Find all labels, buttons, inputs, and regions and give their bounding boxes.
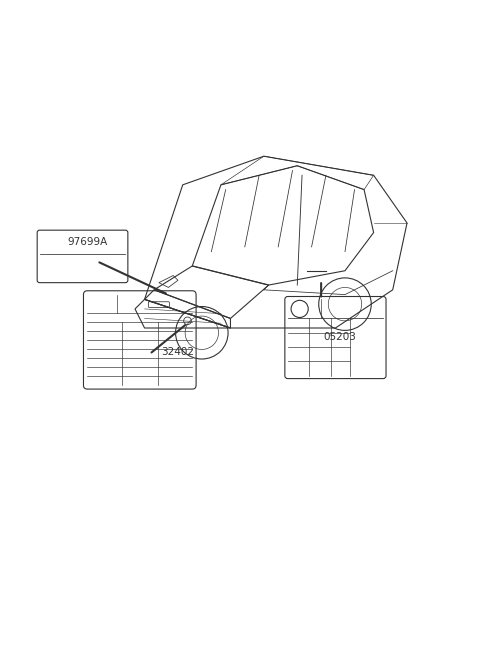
Text: 32402: 32402 — [161, 346, 194, 357]
Text: 97699A: 97699A — [67, 237, 108, 247]
Text: 05203: 05203 — [324, 333, 357, 342]
